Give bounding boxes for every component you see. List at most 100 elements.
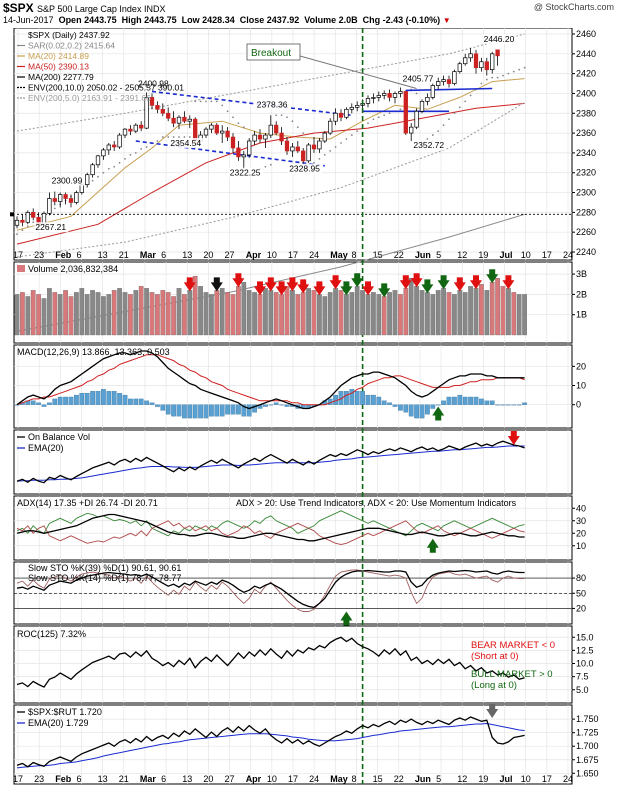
price-legend-item: MA(50) 2390.13 bbox=[28, 62, 89, 72]
volume-bar bbox=[506, 288, 511, 336]
volume-bar bbox=[354, 286, 360, 336]
candle bbox=[209, 124, 214, 130]
price-annotation: 2405.77 bbox=[403, 74, 434, 84]
macd-histogram-bar bbox=[371, 394, 376, 405]
sar-dot bbox=[188, 136, 191, 138]
candle bbox=[382, 93, 387, 96]
volume-bar bbox=[333, 288, 338, 336]
candle bbox=[133, 124, 138, 132]
sar-dot bbox=[102, 171, 105, 174]
roc-line bbox=[16, 636, 525, 688]
y-tick-label: 2380 bbox=[576, 108, 596, 118]
x-tick-label: 19 bbox=[478, 774, 488, 784]
sar-dot bbox=[156, 140, 159, 142]
macd-histogram-bar bbox=[133, 398, 139, 405]
volume-signal-arrow bbox=[232, 273, 245, 288]
candle bbox=[484, 61, 489, 71]
header-symbol: $SPX bbox=[3, 1, 34, 15]
x-tick-label: 27 bbox=[225, 774, 235, 784]
volume-bar bbox=[246, 290, 252, 336]
macd-histogram-bar bbox=[95, 391, 101, 405]
macd-histogram-bar bbox=[425, 404, 430, 415]
x-tick-label: 17 bbox=[13, 250, 23, 260]
header-symbol-line: $SPX S&P 500 Large Cap Index INDX bbox=[3, 1, 165, 15]
sar-dot bbox=[496, 76, 499, 79]
volume-bar bbox=[182, 294, 187, 336]
y-tick-label: 2340 bbox=[576, 148, 596, 158]
x-tick-label: 12 bbox=[457, 774, 467, 784]
candle bbox=[414, 110, 419, 128]
candle bbox=[322, 132, 327, 142]
sar-dot bbox=[91, 179, 94, 182]
roc-bull-note: BULL MARKET > 0 bbox=[471, 669, 553, 680]
x-tick-label: 24 bbox=[563, 250, 573, 260]
sar-dot bbox=[431, 134, 434, 136]
volume-bar bbox=[36, 294, 41, 336]
sar-dot bbox=[183, 136, 186, 138]
macd-histogram-bar bbox=[506, 404, 511, 406]
x-tick-label: 5 bbox=[436, 250, 441, 260]
candle bbox=[436, 81, 441, 86]
sar-dot bbox=[340, 142, 342, 144]
sar-dot bbox=[318, 157, 321, 160]
y-tick-label: 2300 bbox=[576, 188, 596, 198]
price-legend-item: ENV(200,5.0) 2163.91 - 2391.66 bbox=[28, 93, 151, 103]
annotation-bg bbox=[482, 33, 517, 44]
candle bbox=[166, 112, 171, 119]
y-tick-label: 10.0 bbox=[576, 659, 594, 669]
candle bbox=[279, 132, 284, 142]
macd-histogram-bar bbox=[462, 396, 468, 405]
candle bbox=[349, 106, 354, 110]
macd-histogram-bar bbox=[273, 402, 279, 405]
volume-bar bbox=[327, 292, 333, 336]
volume-signal-arrow bbox=[183, 277, 196, 292]
macd-histogram-bar bbox=[263, 404, 268, 407]
candle bbox=[79, 184, 84, 193]
x-tick-label: 24 bbox=[309, 250, 319, 260]
volume-bar bbox=[419, 290, 425, 336]
adx-note: ADX > 20: Use Trend Indicators, ADX < 20… bbox=[236, 498, 517, 508]
volume-bar bbox=[414, 286, 419, 336]
volume-bar bbox=[209, 294, 214, 336]
candle bbox=[187, 118, 192, 122]
macd-histogram-bar bbox=[101, 389, 106, 405]
volume-bar bbox=[398, 294, 403, 336]
volume-bar bbox=[425, 292, 430, 336]
candle bbox=[139, 124, 144, 129]
trendline bbox=[405, 87, 493, 92]
macd-line bbox=[16, 350, 525, 410]
macd-histogram-bar bbox=[203, 404, 209, 419]
volume-bar bbox=[25, 296, 31, 336]
macd-histogram-bar bbox=[176, 404, 182, 417]
volume-bar bbox=[106, 294, 112, 336]
candle bbox=[301, 150, 306, 162]
candle bbox=[495, 49, 500, 57]
sar-dot bbox=[161, 136, 164, 138]
macd-histogram-bar bbox=[230, 404, 236, 415]
macd-histogram-bar bbox=[365, 394, 371, 405]
price-legend-item: $SPX (Daily) 2437.92 bbox=[28, 30, 110, 40]
x-tick-label: 15 bbox=[373, 774, 383, 784]
volume-title: Volume 2,036,832,384 bbox=[28, 264, 118, 274]
volume-bar bbox=[63, 290, 68, 336]
macd-histogram-bar bbox=[381, 400, 387, 405]
sar-dot bbox=[194, 100, 197, 103]
volume-bar bbox=[128, 294, 133, 336]
volume-signal-arrow bbox=[340, 281, 353, 296]
macd-histogram-bar bbox=[30, 400, 36, 405]
macd-histogram-bar bbox=[241, 404, 247, 417]
macd-histogram-bar bbox=[79, 393, 85, 405]
candle bbox=[171, 117, 176, 124]
candle bbox=[468, 53, 473, 59]
y-tick-label: 2360 bbox=[576, 128, 596, 138]
macd-histogram-bar bbox=[138, 398, 144, 405]
sar-dot bbox=[372, 118, 375, 121]
macd-histogram-bar bbox=[68, 396, 74, 405]
volume-bar bbox=[387, 292, 392, 336]
x-tick-label: 13 bbox=[98, 250, 108, 260]
candle bbox=[52, 198, 57, 202]
ratio-line bbox=[16, 716, 525, 768]
y-tick-label: 1.725 bbox=[576, 728, 599, 738]
obv-signal-arrow bbox=[507, 431, 520, 446]
candle bbox=[241, 154, 246, 158]
